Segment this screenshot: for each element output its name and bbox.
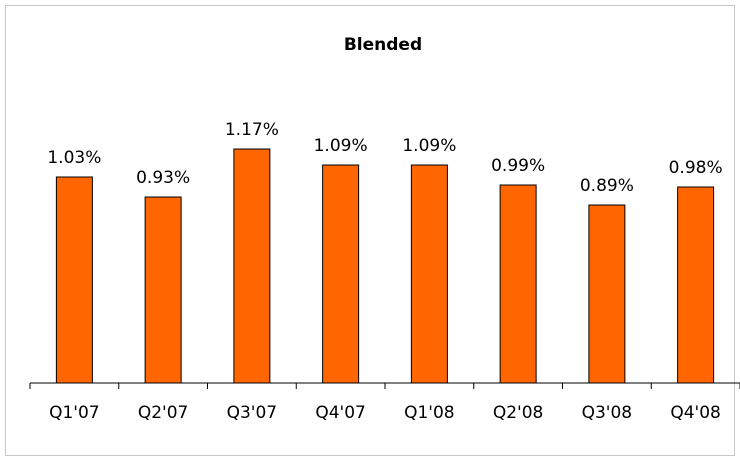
x-tick-label-Q4'07: Q4'07 bbox=[315, 403, 366, 423]
chart-title: Blended bbox=[344, 35, 422, 55]
x-tick-label-Q2'08: Q2'08 bbox=[493, 403, 544, 423]
bar-Q3'07 bbox=[233, 148, 271, 384]
x-tick-label-Q2'07: Q2'07 bbox=[138, 403, 189, 423]
data-label-Q4'07: 1.09% bbox=[314, 136, 368, 156]
data-label-Q3'07: 1.17% bbox=[225, 120, 279, 140]
x-tick-label-Q1'07: Q1'07 bbox=[49, 403, 100, 423]
x-tick-label-Q1'08: Q1'08 bbox=[404, 403, 455, 423]
data-label-Q3'08: 0.89% bbox=[580, 176, 634, 196]
data-label-Q2'08: 0.99% bbox=[491, 156, 545, 176]
bar-Q4'07 bbox=[322, 164, 360, 384]
bar-Q1'07 bbox=[55, 176, 93, 384]
data-label-Q1'08: 1.09% bbox=[402, 136, 456, 156]
data-label-Q1'07: 1.03% bbox=[47, 148, 101, 168]
bar-Q1'08 bbox=[410, 164, 448, 384]
bar-Q3'08 bbox=[588, 204, 626, 384]
x-tick-label-Q4'08: Q4'08 bbox=[670, 403, 721, 423]
bar-Q2'08 bbox=[499, 184, 537, 384]
x-tick-label-Q3'07: Q3'07 bbox=[227, 403, 278, 423]
x-tick-label-Q3'08: Q3'08 bbox=[582, 403, 633, 423]
bar-Q4'08 bbox=[677, 186, 715, 384]
data-label-Q2'07: 0.93% bbox=[136, 168, 190, 188]
data-label-Q4'08: 0.98% bbox=[669, 158, 723, 178]
bar-Q2'07 bbox=[144, 196, 182, 384]
